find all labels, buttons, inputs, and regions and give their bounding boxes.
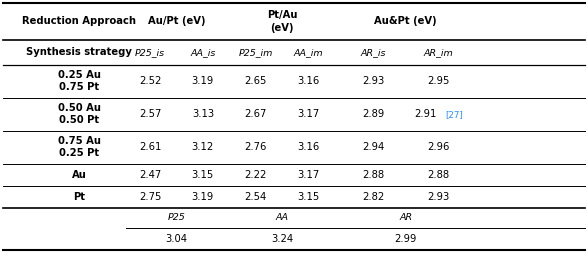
Text: 2.47: 2.47 xyxy=(139,170,161,180)
Text: Pt: Pt xyxy=(74,192,85,202)
Text: 2.65: 2.65 xyxy=(245,76,267,86)
Text: 3.15: 3.15 xyxy=(192,170,214,180)
Text: P25_im: P25_im xyxy=(239,48,273,57)
Text: 3.16: 3.16 xyxy=(298,142,320,152)
Text: Reduction Approach: Reduction Approach xyxy=(22,16,136,26)
Text: 2.75: 2.75 xyxy=(139,192,161,202)
Text: 2.76: 2.76 xyxy=(245,142,267,152)
Text: 2.82: 2.82 xyxy=(362,192,385,202)
Text: 2.93: 2.93 xyxy=(427,192,449,202)
Text: 2.54: 2.54 xyxy=(245,192,267,202)
Text: 3.15: 3.15 xyxy=(298,192,320,202)
Text: 3.19: 3.19 xyxy=(192,76,214,86)
Text: 2.91: 2.91 xyxy=(414,109,436,119)
Text: 2.88: 2.88 xyxy=(362,170,385,180)
Text: 3.16: 3.16 xyxy=(298,76,320,86)
Text: 2.88: 2.88 xyxy=(427,170,449,180)
Text: AR_im: AR_im xyxy=(423,48,453,57)
Text: AR_is: AR_is xyxy=(360,48,386,57)
Text: Au&Pt (eV): Au&Pt (eV) xyxy=(375,16,437,26)
Text: 2.89: 2.89 xyxy=(362,109,385,119)
Text: Pt/Au
(eV): Pt/Au (eV) xyxy=(267,10,298,32)
Text: Synthesis strategy: Synthesis strategy xyxy=(26,47,132,57)
Text: 2.61: 2.61 xyxy=(139,142,161,152)
Text: P25_is: P25_is xyxy=(135,48,165,57)
Text: 0.75 Au
0.25 Pt: 0.75 Au 0.25 Pt xyxy=(58,136,101,158)
Text: AA: AA xyxy=(276,213,289,222)
Text: 2.52: 2.52 xyxy=(139,76,161,86)
Text: AA_im: AA_im xyxy=(294,48,323,57)
Text: 0.25 Au
0.75 Pt: 0.25 Au 0.75 Pt xyxy=(58,70,101,92)
Text: [27]: [27] xyxy=(446,110,463,119)
Text: AA_is: AA_is xyxy=(190,48,216,57)
Text: 3.12: 3.12 xyxy=(192,142,214,152)
Text: 2.95: 2.95 xyxy=(427,76,449,86)
Text: 2.57: 2.57 xyxy=(139,109,161,119)
Text: 2.67: 2.67 xyxy=(245,109,267,119)
Text: 2.94: 2.94 xyxy=(362,142,385,152)
Text: 3.19: 3.19 xyxy=(192,192,214,202)
Text: 0.50 Au
0.50 Pt: 0.50 Au 0.50 Pt xyxy=(58,103,101,125)
Text: 3.17: 3.17 xyxy=(298,109,320,119)
Text: 2.22: 2.22 xyxy=(245,170,267,180)
Text: 3.04: 3.04 xyxy=(165,234,188,244)
Text: Au: Au xyxy=(72,170,87,180)
Text: 3.24: 3.24 xyxy=(271,234,293,244)
Text: Au/Pt (eV): Au/Pt (eV) xyxy=(148,16,205,26)
Text: AR: AR xyxy=(399,213,412,222)
Text: 3.13: 3.13 xyxy=(192,109,214,119)
Text: P25: P25 xyxy=(168,213,185,222)
Text: 3.17: 3.17 xyxy=(298,170,320,180)
Text: 2.99: 2.99 xyxy=(395,234,417,244)
Text: 2.93: 2.93 xyxy=(362,76,385,86)
Text: 2.96: 2.96 xyxy=(427,142,449,152)
